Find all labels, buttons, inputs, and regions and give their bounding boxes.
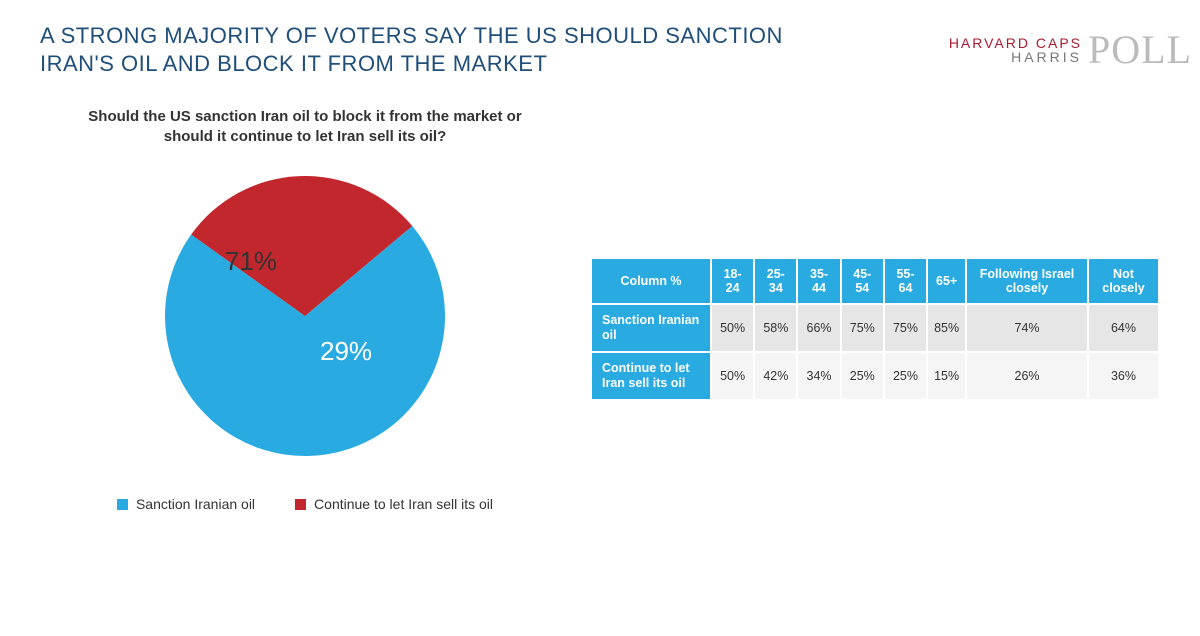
table-column-header: 18-24 [711, 258, 754, 304]
table-column-header: 45-54 [841, 258, 884, 304]
table-cell: 42% [754, 352, 797, 400]
logo-poll: POLL [1088, 26, 1192, 73]
table-column-header: 25-34 [754, 258, 797, 304]
legend-swatch [117, 499, 128, 510]
table-cell: 50% [711, 352, 754, 400]
table-cell: 64% [1088, 304, 1159, 352]
table-row: Continue to let Iran sell its oil50%42%3… [591, 352, 1159, 400]
table-column-header: Following Israel closely [966, 258, 1088, 304]
table-cell: 85% [927, 304, 966, 352]
table-column-header: 35-44 [797, 258, 840, 304]
legend-item: Sanction Iranian oil [117, 496, 255, 512]
logo-line1: HARVARD CAPS [949, 36, 1082, 50]
legend-swatch [295, 499, 306, 510]
table-cell: 75% [841, 304, 884, 352]
pie-label-continue: 29% [320, 336, 372, 367]
legend-label: Sanction Iranian oil [136, 496, 255, 512]
pie-chart: 71% 29% [165, 176, 445, 456]
page-title: A STRONG MAJORITY OF VOTERS SAY THE US S… [40, 22, 790, 77]
table-cell: 36% [1088, 352, 1159, 400]
table-cell: 74% [966, 304, 1088, 352]
legend-label: Continue to let Iran sell its oil [314, 496, 493, 512]
table-cell: 66% [797, 304, 840, 352]
chart-question: Should the US sanction Iran oil to block… [40, 107, 570, 146]
table-cell: 58% [754, 304, 797, 352]
logo-line2: HARRIS [949, 50, 1082, 64]
table-column-header: 55-64 [884, 258, 927, 304]
chart-legend: Sanction Iranian oil Continue to let Ira… [40, 496, 570, 512]
table-row: Sanction Iranian oil50%58%66%75%75%85%74… [591, 304, 1159, 352]
pie-label-sanction: 71% [225, 246, 277, 277]
brand-logo: HARVARD CAPS HARRIS POLL [949, 22, 1200, 73]
table-column-header: Not closely [1088, 258, 1159, 304]
table-cell: 50% [711, 304, 754, 352]
table-cell: 26% [966, 352, 1088, 400]
table-cell: 75% [884, 304, 927, 352]
table-cell: 25% [884, 352, 927, 400]
table-cell: 15% [927, 352, 966, 400]
table-column-header: 65+ [927, 258, 966, 304]
table-corner: Column % [591, 258, 711, 304]
table-row-header: Continue to let Iran sell its oil [591, 352, 711, 400]
table-cell: 34% [797, 352, 840, 400]
legend-item: Continue to let Iran sell its oil [295, 496, 493, 512]
table-row-header: Sanction Iranian oil [591, 304, 711, 352]
table-cell: 25% [841, 352, 884, 400]
crosstab-table: Column %18-2425-3435-4445-5455-6465+Foll… [590, 257, 1160, 401]
